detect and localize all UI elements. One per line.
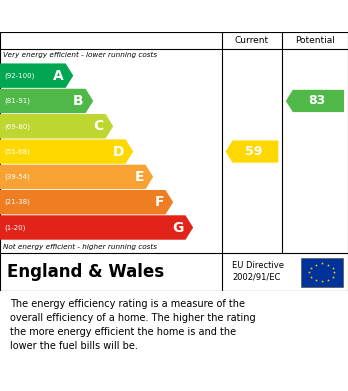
Polygon shape xyxy=(286,90,344,112)
Polygon shape xyxy=(0,89,93,113)
Text: Potential: Potential xyxy=(295,36,335,45)
Polygon shape xyxy=(226,140,278,163)
Text: (39-54): (39-54) xyxy=(4,174,30,180)
Text: E: E xyxy=(134,170,144,184)
Polygon shape xyxy=(0,215,193,240)
Text: (55-68): (55-68) xyxy=(4,148,30,155)
Text: 83: 83 xyxy=(308,95,325,108)
Text: (69-80): (69-80) xyxy=(4,123,30,129)
Text: G: G xyxy=(172,221,184,235)
Text: Current: Current xyxy=(235,36,269,45)
Polygon shape xyxy=(0,114,113,138)
Text: EU Directive
2002/91/EC: EU Directive 2002/91/EC xyxy=(232,261,284,282)
Text: F: F xyxy=(154,195,164,209)
Text: 59: 59 xyxy=(245,145,262,158)
Text: C: C xyxy=(94,119,104,133)
Text: Not energy efficient - higher running costs: Not energy efficient - higher running co… xyxy=(3,244,158,249)
Polygon shape xyxy=(0,63,73,88)
Text: (81-91): (81-91) xyxy=(4,98,30,104)
Polygon shape xyxy=(0,165,153,189)
Text: Energy Efficiency Rating: Energy Efficiency Rating xyxy=(10,9,231,23)
Text: B: B xyxy=(73,94,84,108)
Polygon shape xyxy=(0,190,173,214)
Text: D: D xyxy=(112,145,124,159)
Text: (92-100): (92-100) xyxy=(4,72,34,79)
Polygon shape xyxy=(0,139,133,164)
Bar xyxy=(301,258,343,287)
Text: A: A xyxy=(53,69,64,83)
Text: The energy efficiency rating is a measure of the
overall efficiency of a home. T: The energy efficiency rating is a measur… xyxy=(10,299,256,351)
Text: England & Wales: England & Wales xyxy=(7,263,164,281)
Text: (1-20): (1-20) xyxy=(4,224,25,231)
Text: (21-38): (21-38) xyxy=(4,199,30,205)
Text: Very energy efficient - lower running costs: Very energy efficient - lower running co… xyxy=(3,52,158,58)
